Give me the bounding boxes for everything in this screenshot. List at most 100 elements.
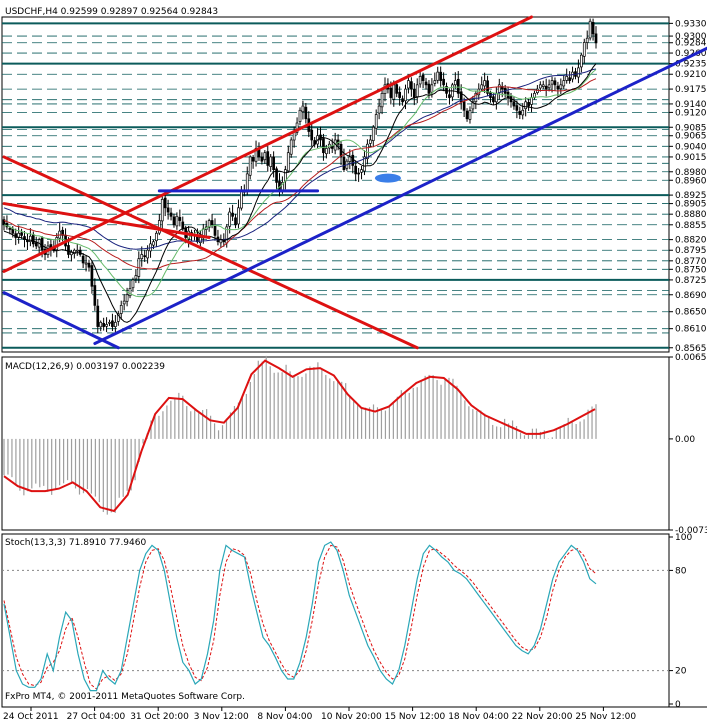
macd-tick-label: 0.00	[675, 435, 695, 445]
candle-up	[301, 105, 305, 113]
time-tick-label: 31 Oct 20:00	[130, 712, 189, 722]
candle-down	[20, 232, 23, 236]
candle-down	[401, 98, 404, 103]
candle-up	[524, 101, 528, 110]
candle-up	[348, 156, 352, 162]
candle-up	[295, 122, 299, 133]
time-tick-label: 8 Nov 04:00	[257, 712, 312, 722]
macd-tick-label: -0.00733	[675, 526, 707, 536]
candle-up	[483, 80, 486, 87]
candle-up	[114, 321, 117, 328]
stoch-tick-label: 0	[675, 700, 681, 710]
candle-down	[163, 197, 167, 209]
candle-up	[404, 88, 407, 102]
candle-up	[497, 84, 501, 94]
candle-up	[430, 84, 434, 93]
main-header: USDCHF,H4 0.92599 0.92897 0.92564 0.9284…	[5, 7, 218, 17]
candle-down	[61, 229, 64, 236]
highlight-marker	[374, 173, 401, 183]
red-trendline	[2, 15, 534, 273]
candle-down	[389, 87, 393, 98]
candle-up	[571, 71, 574, 80]
candle-down	[427, 83, 431, 94]
candle-up	[577, 67, 580, 78]
candle-down	[568, 77, 571, 81]
candle-down	[2, 219, 6, 226]
candle-down	[102, 322, 105, 327]
stoch-tick-label: 100	[675, 533, 692, 543]
candle-down	[34, 242, 38, 247]
ma-black-line	[3, 63, 597, 323]
ma-fast-line	[3, 69, 597, 298]
candle-down	[260, 156, 264, 162]
candle-up	[237, 207, 240, 225]
candle-down	[486, 80, 489, 94]
candle-up	[360, 169, 363, 173]
candle-down	[512, 101, 516, 107]
candle-up	[245, 173, 249, 192]
price-tick-label: 0.92843	[675, 39, 707, 49]
candle-up	[582, 42, 586, 57]
candle-up	[530, 97, 533, 105]
candle-down	[166, 207, 170, 213]
red-trendline	[2, 202, 211, 240]
candle-down	[410, 81, 413, 90]
candle-down	[492, 96, 495, 103]
candle-up	[248, 156, 252, 176]
candle-up	[585, 37, 589, 43]
candle-up	[289, 139, 293, 155]
candle-down	[8, 228, 12, 230]
time-tick-label: 22 Nov 20:00	[512, 712, 573, 722]
candle-up	[325, 148, 328, 155]
candle-down	[412, 88, 416, 98]
macd-header: MACD(12,26,9) 0.003197 0.002239	[5, 362, 165, 372]
candle-up	[368, 139, 372, 144]
candle-down	[553, 80, 557, 86]
time-tick-label: 27 Oct 04:00	[67, 712, 126, 722]
candle-down	[342, 156, 346, 171]
candle-up	[131, 279, 135, 289]
candle-down	[448, 94, 451, 98]
candle-up	[415, 84, 419, 97]
candle-up	[471, 101, 475, 110]
macd-signal-line	[3, 359, 596, 513]
stoch-main-line	[3, 541, 597, 692]
candle-down	[421, 74, 425, 81]
candle-up	[207, 220, 211, 228]
candle-up	[269, 156, 273, 167]
candle-up	[175, 215, 179, 227]
candle-down	[445, 86, 448, 94]
blue-trendline	[93, 46, 707, 346]
candle-up	[240, 190, 243, 209]
candle-down	[96, 305, 100, 327]
candle-down	[465, 110, 469, 120]
candle-up	[119, 305, 123, 314]
candle-down	[169, 212, 173, 217]
candle-down	[231, 212, 234, 217]
candle-down	[594, 33, 598, 44]
macd-tick-label: 0.00659	[675, 353, 707, 363]
candle-up	[474, 92, 478, 102]
candle-up	[538, 84, 542, 89]
candle-down	[544, 85, 548, 90]
stoch-signal-line	[3, 544, 597, 690]
candle-up	[588, 20, 592, 39]
candle-up	[380, 92, 384, 108]
candle-up	[70, 251, 73, 256]
ma-mid-line	[3, 78, 597, 270]
stoch-tick-label: 80	[675, 566, 687, 576]
candle-down	[266, 151, 270, 166]
candle-down	[111, 320, 114, 327]
candle-up	[298, 109, 302, 122]
